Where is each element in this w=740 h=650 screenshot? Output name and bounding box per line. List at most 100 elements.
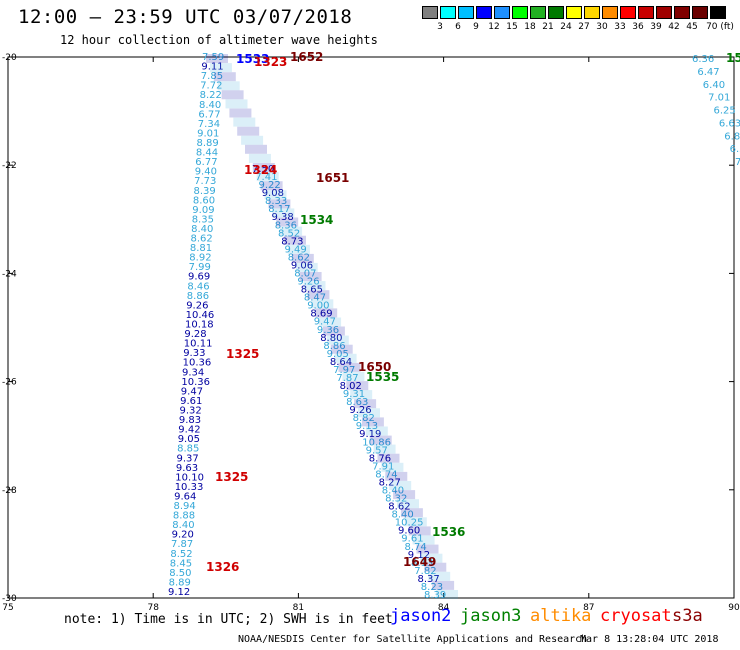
legend-label: 21: [542, 22, 554, 32]
swh-value-west: 8.45: [170, 558, 192, 569]
swh-value-mid: 8.62: [388, 502, 410, 513]
swh-value-west: 9.37: [177, 453, 199, 464]
pass-number-label: 1650: [358, 360, 391, 374]
swh-value-mid: 9.36: [317, 325, 339, 336]
swh-value-west: 8.85: [177, 444, 199, 455]
legend-label: 24: [560, 22, 572, 32]
swh-value-west: 9.34: [182, 367, 204, 378]
track-swath: [436, 590, 458, 599]
track-swath: [400, 508, 423, 518]
legend-swatch: [584, 6, 600, 19]
legend-swatch: [710, 6, 726, 19]
satellite-name-altika: altika: [530, 606, 592, 626]
map-frame: [7, 56, 735, 599]
track-swath: [342, 372, 365, 381]
swh-value-east: 6.40: [703, 80, 725, 91]
swh-value-east: 6.89: [724, 131, 740, 142]
swh-value-mid: 8.40: [392, 510, 414, 521]
track-swath: [241, 135, 264, 145]
swh-value-mid: 8.37: [418, 574, 440, 585]
swh-value-mid: 8.32: [385, 494, 407, 505]
track-swath: [307, 290, 330, 300]
swh-value-west: 9.63: [176, 463, 198, 474]
track-swath: [217, 81, 240, 91]
pass-number-label: 1535: [366, 370, 399, 384]
track-swath: [315, 308, 338, 318]
track-swath: [291, 253, 314, 263]
swh-value-mid: 8.63: [346, 397, 368, 408]
swh-value-mid: 8.17: [268, 204, 290, 215]
swh-value-mid: 8.40: [382, 486, 404, 497]
swh-value-west: 8.86: [187, 291, 209, 302]
swh-value-east: 6.63: [719, 118, 740, 129]
satellite-name-jason3: jason3: [460, 606, 522, 626]
swh-value-east: 7: [735, 157, 740, 168]
swh-value-west: 9.26: [186, 300, 208, 311]
swh-value-west: 10.36: [183, 358, 212, 369]
swh-value-west: 9.28: [184, 329, 206, 340]
swh-value-west: 7.87: [171, 539, 193, 550]
legend-swatch: [458, 6, 474, 19]
swh-value-west: 10.18: [185, 320, 214, 331]
swh-value-mid: 8.64: [330, 357, 352, 368]
track-swath: [229, 108, 252, 118]
swh-value-west: 8.92: [189, 253, 211, 264]
track-swath: [233, 117, 256, 127]
swh-value-mid: 8.47: [304, 293, 326, 304]
swh-value-mid: 9.12: [408, 550, 430, 561]
swh-value-west: 9.69: [188, 272, 210, 283]
track-swath: [393, 490, 416, 500]
swh-value-mid: 9.60: [398, 526, 420, 537]
swh-value-west: 6.77: [198, 109, 220, 120]
swh-value-west: 8.62: [191, 234, 213, 245]
swh-value-mid: 9.57: [366, 445, 388, 456]
track-swath: [334, 353, 357, 363]
lon-tick-label: 75: [2, 603, 13, 613]
swh-value-mid: 10.86: [362, 437, 391, 448]
lat-tick-label: -26: [2, 378, 17, 388]
footer-note: note: 1) Time is in UTC; 2) SWH is in fe…: [64, 612, 393, 627]
swh-value-west: 7.73: [194, 176, 216, 187]
pass-number-label: 1536: [432, 525, 465, 539]
track-swath: [428, 571, 451, 581]
swh-value-mid: 9.49: [285, 244, 307, 255]
legend-swatch: [602, 6, 618, 19]
track-swath: [237, 126, 260, 136]
track-swath: [225, 99, 248, 109]
swh-value-west: 8.22: [200, 90, 222, 101]
swh-value-west: 9.83: [179, 415, 201, 426]
swh-value-mid: 8.33: [265, 196, 287, 207]
swh-value-west: 8.60: [193, 195, 215, 206]
swh-value-mid: 8.86: [323, 341, 345, 352]
pass-number-label: 1649: [403, 555, 436, 569]
swh-value-mid: 8.13: [411, 558, 433, 569]
pass-number-label: 1325: [226, 347, 259, 361]
legend-swatch: [440, 6, 456, 19]
swh-value-west: 9.01: [197, 128, 219, 139]
swh-value-mid: 7.41: [255, 172, 277, 183]
swh-value-west: 8.46: [187, 281, 209, 292]
track-swath: [248, 153, 271, 163]
track-swath: [303, 281, 326, 291]
legend-swatch: [674, 6, 690, 19]
track-swath: [424, 562, 447, 572]
legend-label: 3: [437, 22, 443, 32]
track-swath: [284, 235, 306, 245]
swh-value-mid: 9.00: [307, 301, 329, 312]
color-legend: 3 6 9 12 15 18 21 24 27 30 33 36 39 42 45 70 (ft): [422, 6, 734, 34]
track-swath: [213, 72, 236, 82]
track-swath: [412, 535, 435, 545]
swh-value-mid: 8.39: [424, 590, 446, 601]
swh-value-mid: 8.27: [379, 478, 401, 489]
pass-number-label: 1325: [215, 470, 248, 484]
legend-swatch: [494, 6, 510, 19]
swh-value-east: 6.31: [730, 144, 740, 155]
legend-label: 45: [686, 22, 698, 32]
lon-tick-label: 84: [438, 603, 450, 613]
swh-value-mid: 9.06: [291, 261, 313, 272]
swh-value-west: 9.11: [201, 62, 223, 73]
legend-label: 70 (ft): [706, 22, 734, 32]
swh-value-mid: 8.52: [278, 228, 300, 239]
swh-value-west: 10.46: [186, 310, 215, 321]
